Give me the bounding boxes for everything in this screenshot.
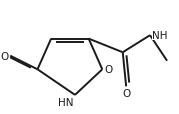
Text: NH: NH [152,31,167,41]
Text: HN: HN [58,97,73,107]
Text: O: O [0,51,9,61]
Text: O: O [122,88,130,98]
Text: O: O [104,65,112,75]
